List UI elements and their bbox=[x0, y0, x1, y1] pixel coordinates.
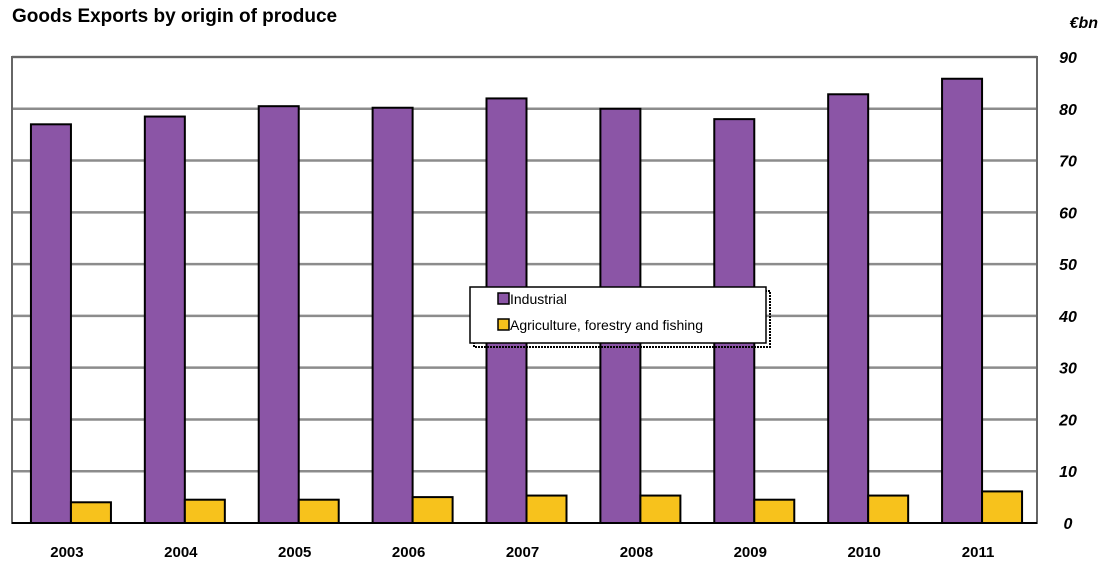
bar-agriculture bbox=[183, 498, 226, 525]
x-tick-label: 2004 bbox=[164, 544, 198, 561]
bar-agriculture bbox=[981, 490, 1024, 525]
x-tick-label: 2007 bbox=[506, 544, 539, 561]
x-tick-label: 2011 bbox=[962, 544, 995, 561]
chart-title: Goods Exports by origin of produce bbox=[12, 6, 337, 27]
legend-box bbox=[469, 286, 767, 344]
legend-label: Agriculture, forestry and fishing bbox=[510, 317, 703, 333]
y-tick-label: 90 bbox=[1059, 50, 1077, 67]
bar-agriculture bbox=[411, 496, 454, 525]
plot-area: 0 10 20 30 40 50 60 70 80 90 2003 2004 2005 2006 2007 2… bbox=[11, 50, 1077, 561]
bar-agriculture bbox=[69, 501, 112, 524]
y-tick-label: 10 bbox=[1059, 464, 1077, 481]
bar-agriculture bbox=[867, 494, 910, 524]
y-tick-label: 60 bbox=[1059, 205, 1077, 222]
legend-swatch-agriculture bbox=[497, 318, 510, 331]
bar-industrial bbox=[827, 93, 870, 524]
bar-industrial bbox=[29, 123, 72, 525]
bar-industrial bbox=[257, 105, 300, 524]
x-tick-label: 2005 bbox=[278, 544, 311, 561]
bar-agriculture bbox=[639, 494, 682, 524]
y-tick-label: 30 bbox=[1059, 361, 1077, 378]
x-tick-label: 2008 bbox=[620, 544, 653, 561]
bar-agriculture bbox=[297, 498, 340, 525]
y-tick-label: 0 bbox=[1064, 516, 1073, 533]
bar-industrial bbox=[371, 106, 414, 525]
legend-swatch-industrial bbox=[497, 292, 510, 305]
bar-agriculture bbox=[753, 498, 796, 525]
x-tick-label: 2010 bbox=[847, 544, 880, 561]
legend: Industrial Agriculture, forestry and fish… bbox=[469, 286, 771, 348]
y-tick-label: 70 bbox=[1059, 154, 1077, 171]
legend-label: Industrial bbox=[510, 291, 567, 307]
x-tick-label: 2006 bbox=[392, 544, 425, 561]
bar-industrial bbox=[143, 115, 186, 525]
bar-industrial bbox=[941, 77, 984, 524]
y-tick-label: 50 bbox=[1059, 257, 1077, 274]
x-tick-label: 2003 bbox=[50, 544, 83, 561]
bar-agriculture bbox=[525, 494, 568, 524]
y-axis-unit-label: €bn bbox=[1070, 15, 1099, 32]
y-tick-label: 40 bbox=[1058, 309, 1077, 326]
x-tick-label: 2009 bbox=[734, 544, 767, 561]
y-tick-label: 20 bbox=[1058, 412, 1077, 429]
y-tick-label: 80 bbox=[1059, 102, 1077, 119]
